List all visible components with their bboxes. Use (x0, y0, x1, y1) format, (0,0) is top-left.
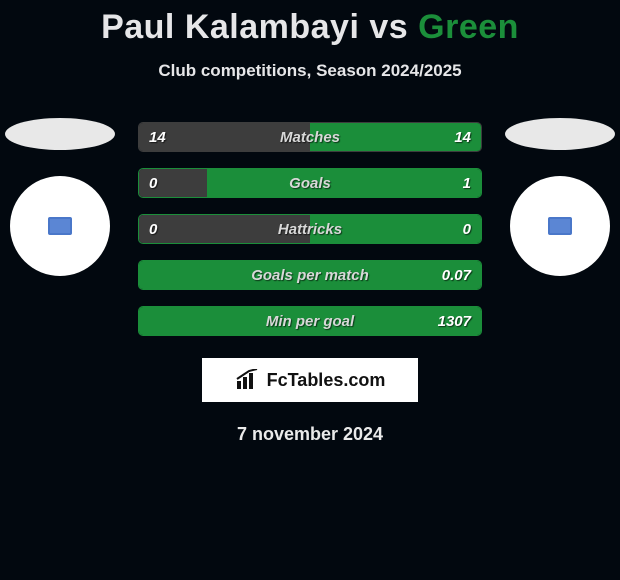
stat-bar: Goals per match0.07 (138, 260, 482, 290)
stat-bar: Hattricks0 0 (138, 214, 482, 244)
stat-value-p2: 0 (463, 215, 471, 243)
page-title: Paul Kalambayi vs Green (0, 0, 620, 47)
player1-country-ellipse (5, 118, 115, 150)
stat-value-p1: 0 (149, 215, 157, 243)
player2-name: Green (418, 8, 519, 46)
stat-label: Min per goal (139, 307, 481, 335)
stat-value-p2: 14 (454, 123, 471, 151)
subtitle: Club competitions, Season 2024/2025 (0, 61, 620, 81)
snapshot-date: 7 november 2024 (0, 424, 620, 445)
stat-bar: Min per goal1307 (138, 306, 482, 336)
stat-value-p2: 0.07 (442, 261, 471, 289)
vs-text: vs (369, 8, 408, 46)
stat-value-p2: 1307 (438, 307, 471, 335)
player2-avatar-placeholder (510, 176, 610, 276)
stat-value-p1: 0 (149, 169, 157, 197)
player2-side-glyphs (500, 118, 620, 276)
stat-label: Matches (139, 123, 481, 151)
brand-badge: FcTables.com (202, 358, 418, 402)
stat-bar: Matches14 14 (138, 122, 482, 152)
comparison-card: Paul Kalambayi vs Green Club competition… (0, 0, 620, 580)
stat-value-p1: 14 (149, 123, 166, 151)
stat-bars: Matches1414Goals01Hattricks00Goals per m… (138, 122, 482, 352)
stat-value-p2: 1 (463, 169, 471, 197)
player1-side-glyphs (0, 118, 120, 276)
stat-label: Goals per match (139, 261, 481, 289)
player1-name: Paul Kalambayi (101, 8, 359, 46)
stat-bar: Goals0 1 (138, 168, 482, 198)
stat-label: Goals (139, 169, 481, 197)
player2-country-ellipse (505, 118, 615, 150)
brand-chart-icon (235, 369, 261, 391)
stat-label: Hattricks (139, 215, 481, 243)
brand-text: FcTables.com (267, 370, 386, 391)
player1-avatar-placeholder (10, 176, 110, 276)
